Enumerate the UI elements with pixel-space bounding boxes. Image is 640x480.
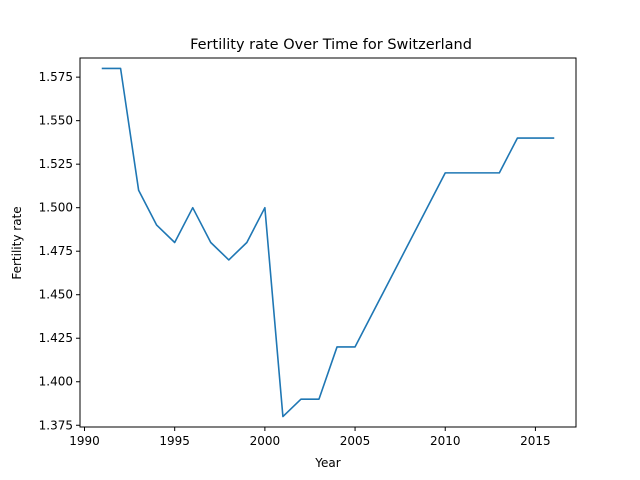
y-tick-label: 1.425 [39,331,73,345]
x-tick-label: 2000 [250,434,281,448]
y-axis-ticks: 1.375 1.400 1.425 1.450 1.475 1.500 1.525 1.550… [39,70,80,432]
axes-frame [79,57,577,428]
y-tick-label: 1.375 [39,418,73,432]
plot-area [101,67,555,418]
x-tick-label: 2005 [340,434,371,448]
y-tick-label: 1.575 [39,70,73,84]
x-tick-label: 1995 [159,434,190,448]
x-axis-label: Year [314,456,340,470]
y-tick-label: 1.500 [39,201,73,215]
chart-title: Fertility rate Over Time for Switzerland [190,37,472,53]
x-tick-label: 2010 [430,434,461,448]
y-tick-label: 1.475 [39,244,73,258]
y-tick-label: 1.525 [39,157,73,171]
x-axis-ticks: 1990 1995 2000 2005 2010 2015 [69,427,551,448]
y-tick-label: 1.450 [39,288,73,302]
y-tick-label: 1.550 [39,114,73,128]
y-tick-label: 1.400 [39,375,73,389]
x-tick-label: 2015 [520,434,551,448]
y-axis-label: Fertility rate [10,206,24,279]
series-line [101,67,555,418]
x-tick-label: 1990 [69,434,100,448]
